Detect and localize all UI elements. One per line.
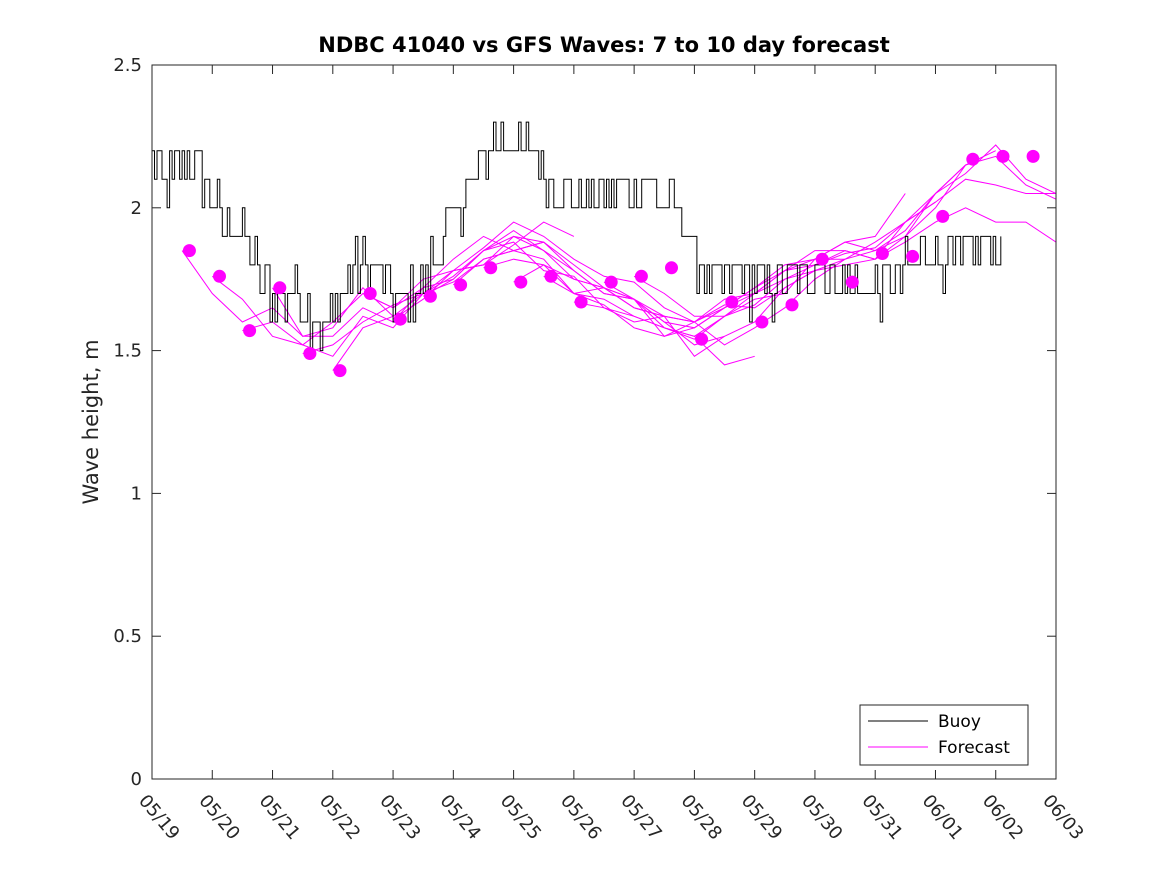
plot-area xyxy=(152,65,1056,779)
forecast-point xyxy=(303,347,317,360)
forecast-point xyxy=(273,281,287,295)
legend: Buoy Forecast xyxy=(859,704,1029,766)
forecast-point xyxy=(725,295,739,309)
legend-label-forecast: Forecast xyxy=(938,738,1010,758)
forecast-series-line xyxy=(392,221,846,346)
y-tick-label: 1.5 xyxy=(113,341,142,362)
forecast-point xyxy=(695,332,709,346)
forecast-point xyxy=(333,364,347,378)
forecast-point xyxy=(845,275,859,289)
forecast-point xyxy=(182,244,196,258)
forecast-point xyxy=(755,315,769,329)
buoy-line xyxy=(152,121,1002,352)
y-tick-label: 0.5 xyxy=(113,626,142,647)
forecast-series-line xyxy=(483,164,966,323)
y-ticks: 0 0.5 1 1.5 2 2.5 xyxy=(113,55,1056,790)
forecast-point xyxy=(906,249,920,263)
forecast-point xyxy=(785,298,799,312)
y-tick-label: 2 xyxy=(131,198,142,219)
y-tick-label: 2.5 xyxy=(113,55,142,76)
legend-box xyxy=(859,704,1029,766)
forecast-markers xyxy=(182,149,1040,378)
forecast-point xyxy=(665,261,678,275)
forecast-point xyxy=(1026,149,1040,163)
forecast-point xyxy=(213,269,226,283)
forecast-lines xyxy=(181,144,1056,371)
forecast-point xyxy=(875,247,889,260)
forecast-point xyxy=(544,269,558,283)
y-axis-label: Wave height, m xyxy=(79,339,103,504)
forecast-point xyxy=(936,209,950,223)
forecast-series-line xyxy=(633,207,1056,317)
y-tick-label: 0 xyxy=(131,769,142,790)
forecast-point xyxy=(966,152,980,166)
forecast-point xyxy=(996,149,1010,163)
forecast-point xyxy=(634,269,648,283)
forecast-point xyxy=(514,275,528,289)
forecast-point xyxy=(604,275,618,289)
forecast-point xyxy=(363,287,377,300)
buoy-series-line xyxy=(152,121,1002,352)
chart-title: NDBC 41040 vs GFS Waves: 7 to 10 day for… xyxy=(318,33,889,57)
forecast-series-line xyxy=(513,150,996,340)
forecast-series-line xyxy=(272,235,665,337)
forecast-point xyxy=(484,261,498,275)
forecast-series-line xyxy=(603,178,1056,337)
y-tick-label: 1 xyxy=(131,483,142,504)
forecast-point xyxy=(454,278,468,292)
axes-box xyxy=(151,64,1057,780)
forecast-point xyxy=(243,324,257,338)
axes xyxy=(151,64,1057,780)
forecast-point xyxy=(574,295,588,309)
forecast-point xyxy=(393,312,407,326)
plot-series-group xyxy=(152,121,1056,378)
forecast-point xyxy=(423,289,437,303)
forecast-point xyxy=(815,252,829,266)
legend-label-buoy: Buoy xyxy=(938,712,981,732)
